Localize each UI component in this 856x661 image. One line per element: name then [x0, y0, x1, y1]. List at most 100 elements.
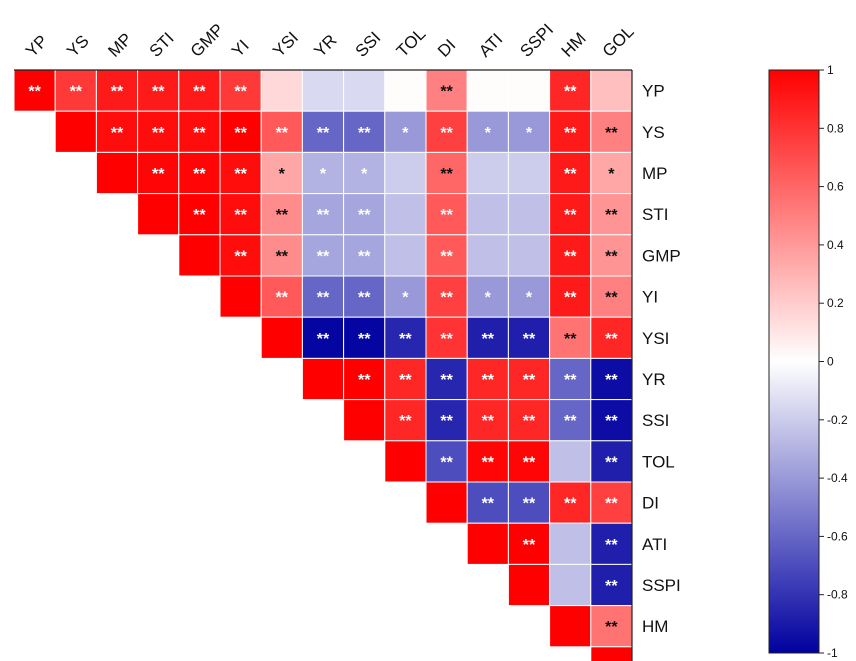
cell-ssi-sspi — [507, 399, 551, 442]
column-label-ysi: YSI — [269, 28, 302, 61]
cell-tol-di — [425, 440, 468, 483]
significance-yp-yi: ** — [234, 84, 247, 101]
significance-sti-ysi: ** — [276, 207, 289, 224]
significance-yi-di: ** — [440, 290, 453, 307]
significance-yi-ssi: ** — [358, 290, 371, 307]
significance-yr-ssi: ** — [358, 372, 371, 389]
cell-yi-hm — [549, 275, 592, 318]
cell-gmp-ysi — [260, 234, 303, 277]
heatmap-cells — [13, 69, 633, 661]
column-label-yr: YR — [310, 31, 340, 61]
cell-gmp-tol — [384, 234, 427, 277]
significance-ys-yr: ** — [317, 125, 330, 142]
cell-mp-di — [425, 151, 468, 195]
cell-yp-tol — [384, 69, 427, 112]
cell-mp-sspi — [507, 151, 551, 195]
significance-mp-sti: ** — [152, 166, 165, 183]
significance-di-sspi: ** — [523, 496, 536, 513]
cell-yp-yp — [13, 69, 56, 112]
significance-gmp-hm: ** — [564, 248, 577, 265]
cell-sti-gmp — [178, 193, 221, 236]
column-label-yp: YP — [22, 31, 51, 60]
row-label-gol: GOL — [642, 658, 678, 661]
cell-sspi-sspi — [507, 563, 551, 607]
significance-ys-yi: ** — [234, 125, 247, 142]
colorbar-tick-label: 0.8 — [827, 121, 844, 135]
significance-sti-gmp: ** — [193, 207, 206, 224]
significance-yr-gol: ** — [605, 372, 618, 389]
row-label-ys: YS — [642, 123, 665, 142]
significance-yi-sspi: * — [526, 290, 533, 307]
significance-ys-ysi: ** — [276, 125, 289, 142]
cell-mp-hm — [549, 151, 592, 195]
significance-ys-sspi: * — [526, 125, 533, 142]
row-label-mp: MP — [642, 164, 668, 183]
row-label-gmp: GMP — [642, 246, 681, 265]
cell-ssi-tol — [384, 399, 427, 442]
column-label-hm: HM — [558, 29, 590, 61]
column-label-mp: MP — [104, 29, 135, 60]
row-label-yp: YP — [642, 82, 665, 101]
row-label-sspi: SSPI — [642, 576, 681, 595]
significance-gmp-di: ** — [440, 248, 453, 265]
significance-yr-ati: ** — [482, 372, 495, 389]
cell-sti-di — [425, 193, 468, 236]
significance-yp-di: ** — [440, 84, 453, 101]
colorbar-gradient — [768, 69, 820, 654]
cell-yr-hm — [549, 357, 592, 401]
significance-ysi-yr: ** — [317, 331, 330, 348]
colorbar-ticks: 1 0.8 0.6 0.4 0.2 0 -0.2 -0.4 -0.6 -0.8 -1 — [819, 63, 848, 660]
significance-ssi-hm: ** — [564, 413, 577, 430]
cell-yi-di — [425, 275, 468, 318]
cell-yr-yr — [301, 357, 345, 401]
cell-sti-tol — [384, 193, 427, 236]
significance-yi-ati: * — [485, 290, 492, 307]
cell-yi-gol — [590, 275, 633, 318]
significance-mp-di: ** — [440, 166, 453, 183]
significance-gmp-yr: ** — [317, 248, 330, 265]
column-label-ati: ATI — [475, 30, 506, 61]
significance-ysi-ssi: ** — [358, 331, 371, 348]
significance-ys-gol: ** — [605, 125, 618, 142]
significance-ssi-di: ** — [440, 413, 453, 430]
cell-tol-hm — [549, 440, 592, 483]
row-label-ysi: YSI — [642, 329, 669, 348]
cell-ssi-hm — [549, 399, 592, 442]
cell-yr-ati — [466, 357, 509, 401]
significance-ysi-gol: ** — [605, 331, 618, 348]
significance-sti-gol: ** — [605, 207, 618, 224]
significance-sti-yi: ** — [234, 207, 247, 224]
significance-mp-ssi: * — [361, 166, 368, 183]
cell-ysi-ati — [466, 316, 509, 359]
cell-yi-ati — [466, 275, 509, 318]
cell-tol-ati — [466, 440, 509, 483]
cell-ys-ys — [54, 110, 97, 153]
cell-ati-gol — [590, 522, 633, 565]
cell-ys-gol — [590, 110, 633, 153]
column-label-di: DI — [434, 35, 459, 60]
significance-yr-tol: ** — [399, 372, 412, 389]
significance-gmp-yi: ** — [234, 248, 247, 265]
significance-yp-yp: ** — [28, 84, 41, 101]
cell-ssi-ati — [466, 399, 509, 442]
significance-mp-gmp: ** — [193, 166, 206, 183]
row-label-yr: YR — [642, 370, 666, 389]
cell-ys-yr — [301, 110, 345, 153]
cell-ysi-ysi — [260, 316, 303, 359]
significance-yr-di: ** — [440, 372, 453, 389]
significance-tol-di: ** — [440, 454, 453, 471]
cell-yr-sspi — [507, 357, 551, 401]
cell-gmp-gmp — [178, 234, 221, 277]
colorbar — [768, 69, 820, 654]
cell-ssi-ssi — [343, 399, 386, 442]
significance-gmp-gol: ** — [605, 248, 618, 265]
significance-ati-gol: ** — [605, 537, 618, 554]
cell-yr-gol — [590, 357, 633, 401]
cell-hm-gol — [590, 605, 633, 648]
row-label-ssi: SSI — [642, 411, 669, 430]
cell-mp-sti — [137, 151, 180, 195]
cell-di-hm — [549, 481, 592, 524]
cell-ys-ati — [466, 110, 509, 153]
cell-gmp-ati — [466, 234, 509, 277]
cell-yi-ssi — [343, 275, 386, 318]
